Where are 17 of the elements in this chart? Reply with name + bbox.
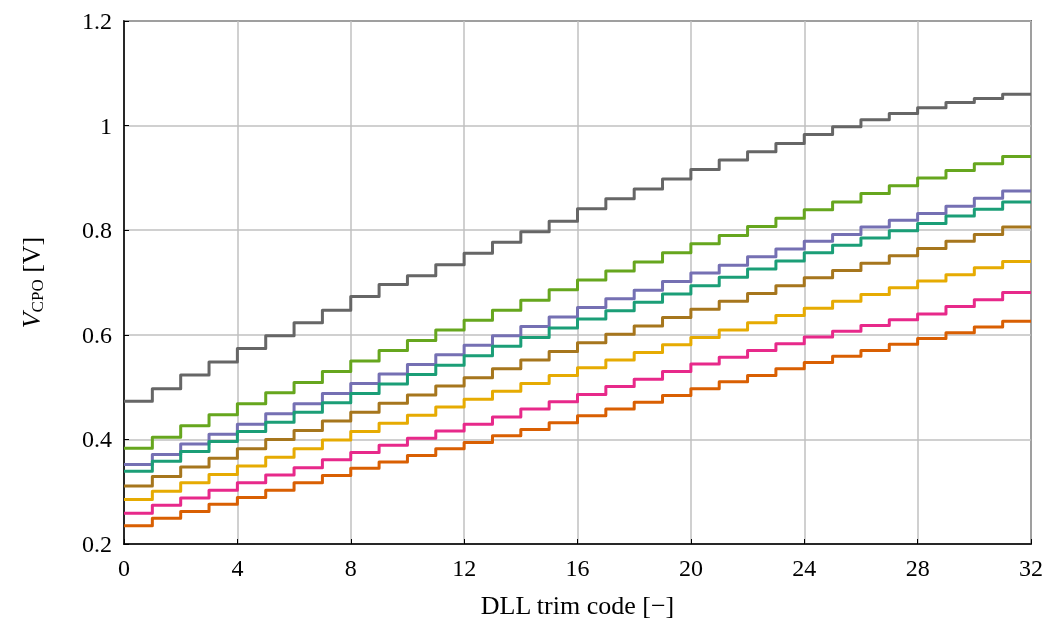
y-tick-label: 0.6 [82,321,112,348]
y-tick-label: 1 [100,112,112,139]
x-tick-label: 28 [905,555,930,581]
y-tick-label: 0.2 [82,531,112,557]
x-tick-label: 4 [231,555,244,581]
x-tick-label: 32 [1019,555,1043,581]
x-axis-title: DLL trim code [−] [480,590,675,620]
y-tick-label: 0.4 [82,426,112,453]
x-tick-label: 8 [344,555,357,581]
x-tick-label: 24 [792,555,817,581]
x-tick-label: 16 [565,555,590,581]
y-axis-title: VCPO [V] [17,236,47,329]
x-tick-label: 0 [118,555,130,581]
x-tick-label: 20 [678,555,703,581]
y-tick-label: 1.2 [82,8,112,34]
y-tick-label: 0.8 [82,217,112,244]
x-tick-label: 12 [452,555,477,581]
